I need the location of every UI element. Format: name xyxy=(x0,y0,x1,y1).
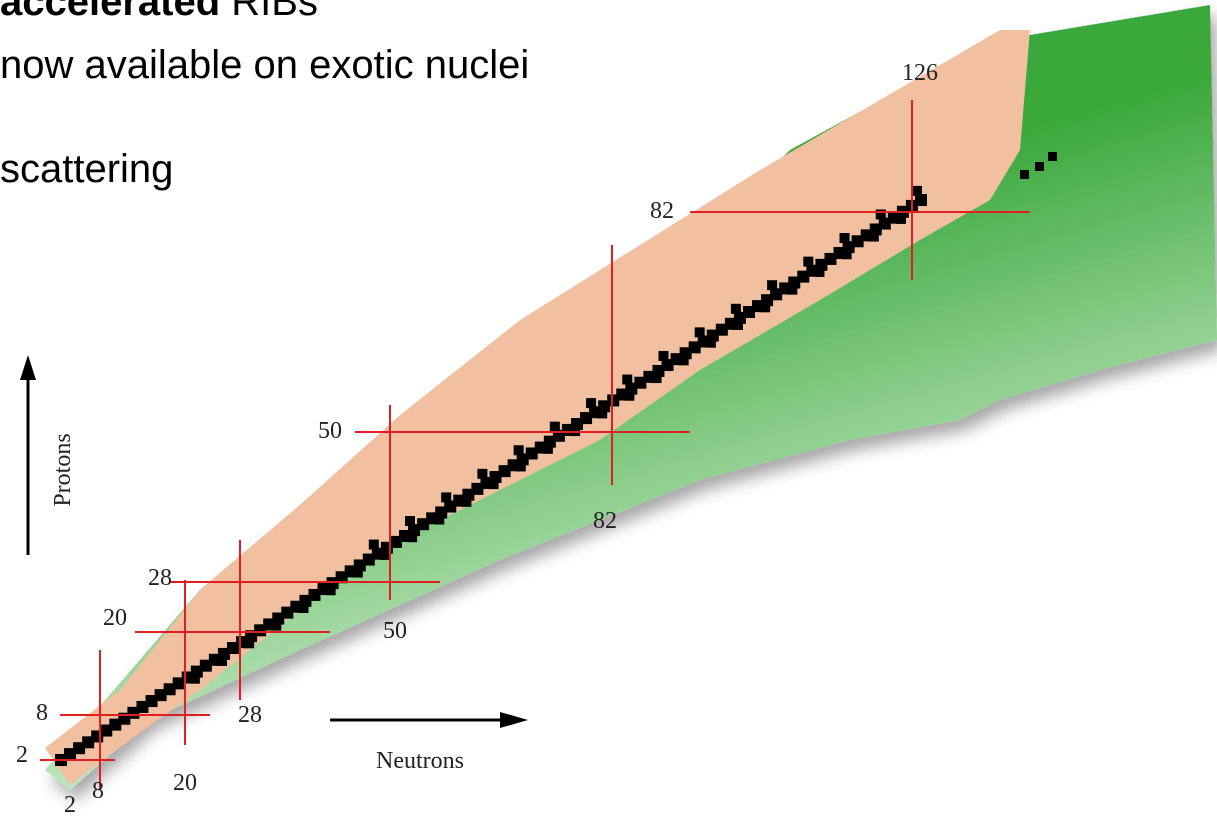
nucleus xyxy=(298,603,308,613)
nucleus xyxy=(814,267,824,277)
nucleus xyxy=(190,674,200,684)
nucleus xyxy=(271,621,281,631)
nucleus xyxy=(543,444,553,454)
nucleus xyxy=(706,338,716,348)
neutron-magic-label: 28 xyxy=(238,702,262,728)
text: RIBs xyxy=(231,0,318,24)
nucleus xyxy=(733,320,743,330)
nucleus xyxy=(679,355,689,365)
nucleus xyxy=(1048,152,1057,161)
nucleus xyxy=(217,656,227,666)
nucleus xyxy=(1020,170,1029,179)
nucleus xyxy=(326,585,336,595)
nucleus xyxy=(407,532,417,542)
nucleus xyxy=(1035,162,1044,171)
neutron-magic-label: 20 xyxy=(173,770,197,796)
nucleus xyxy=(489,479,499,489)
nucleus xyxy=(461,497,471,507)
proton-magic-label: 50 xyxy=(318,418,342,444)
nucleus xyxy=(915,194,927,206)
nucleus xyxy=(597,408,607,418)
nucleus xyxy=(896,214,906,224)
nucleus xyxy=(842,249,852,259)
proton-magic-label: 82 xyxy=(650,198,674,224)
bullet-text: now available on exotic nuclei xyxy=(0,43,529,88)
proton-magic-label: 20 xyxy=(103,605,127,631)
axis-label: Neutrons xyxy=(376,748,464,774)
proton-magic-label: 126 xyxy=(902,60,938,86)
nucleus xyxy=(760,302,770,312)
proton-magic-label: 2 xyxy=(16,742,28,768)
axis-label: Protons xyxy=(50,433,76,506)
neutron-magic-label: 82 xyxy=(593,508,617,534)
arrowhead xyxy=(20,355,36,380)
bullet-text: accelerated RIBs xyxy=(0,0,318,25)
nucleus xyxy=(380,550,390,560)
nucleus xyxy=(624,391,634,401)
nucleus xyxy=(516,461,526,471)
slide: Protons Neutrons 28202850821262820285082… xyxy=(0,0,1217,816)
nucleus xyxy=(652,373,662,383)
nucleus xyxy=(244,638,254,648)
proton-magic-label: 8 xyxy=(36,700,48,726)
bullet-text: scattering xyxy=(0,147,173,192)
neutron-magic-label: 8 xyxy=(92,778,104,804)
bold-text: accelerated xyxy=(0,0,220,24)
nucleus xyxy=(869,232,879,242)
arrowhead xyxy=(500,712,528,728)
nucleus xyxy=(434,515,444,525)
nucleus xyxy=(787,285,797,295)
proton-magic-label: 28 xyxy=(148,565,172,591)
nucleus xyxy=(353,568,363,578)
neutron-magic-label: 50 xyxy=(383,618,407,644)
neutron-magic-label: 2 xyxy=(64,792,76,816)
nuclide-chart: Protons Neutrons 28202850821262820285082 xyxy=(0,0,1217,816)
